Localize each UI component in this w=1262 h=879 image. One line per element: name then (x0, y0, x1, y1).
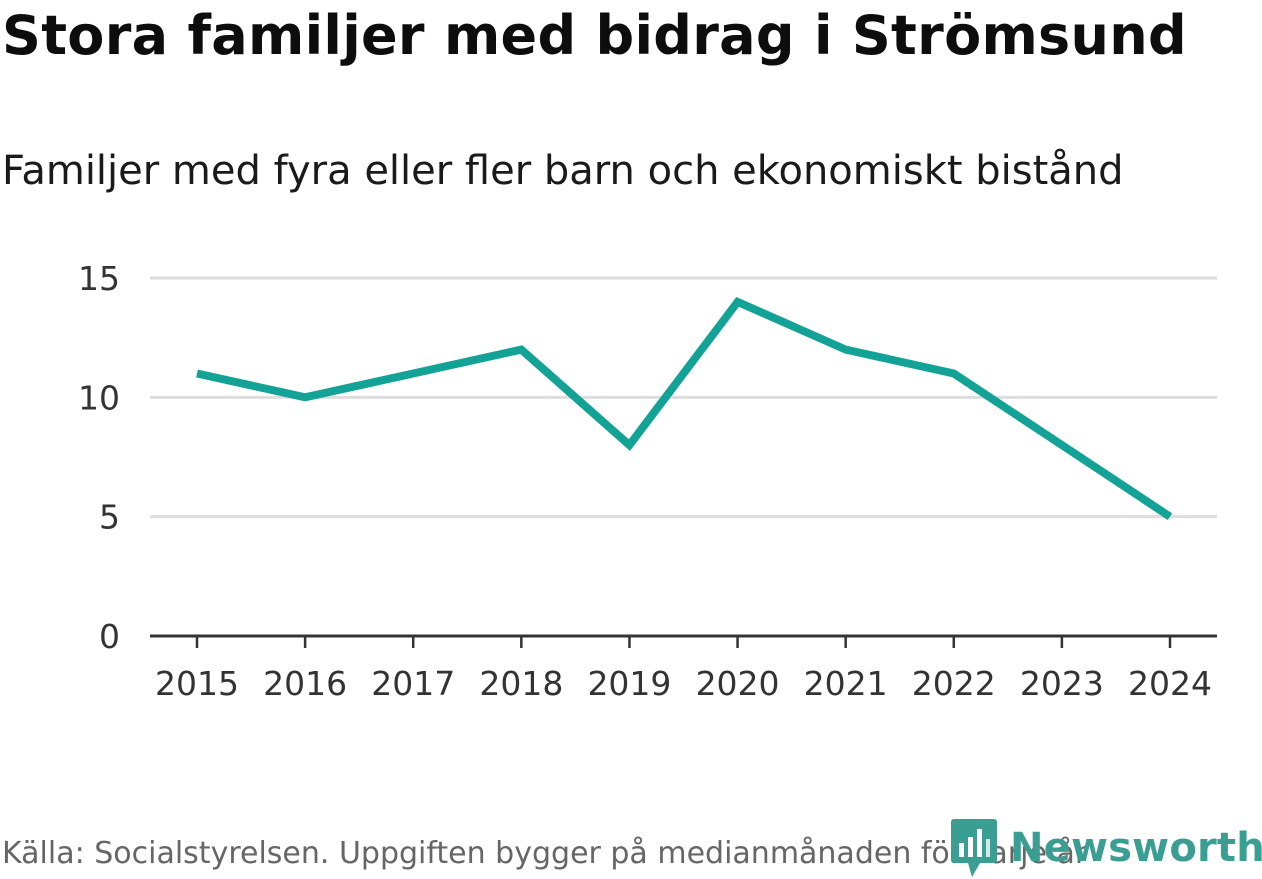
y-tick-label-0: 0 (99, 617, 120, 656)
x-tick-label-2024: 2024 (1128, 664, 1212, 703)
data-point-2016[interactable] (301, 393, 309, 401)
chart-title: Stora familjer med bidrag i Strömsund (2, 4, 1187, 67)
data-point-2015[interactable] (193, 369, 201, 377)
x-tick-label-2021: 2021 (804, 664, 888, 703)
data-point-2017[interactable] (409, 369, 417, 377)
y-tick-label-5: 5 (99, 498, 120, 537)
data-point-2022[interactable] (950, 369, 958, 377)
x-tick-label-2019: 2019 (587, 664, 671, 703)
x-axis-ticks: 2015 2016 2017 2018 2019 2020 2021 2022 2023 2024 (155, 636, 1212, 703)
x-tick-label-2016: 2016 (263, 664, 347, 703)
data-point-2021[interactable] (842, 346, 850, 354)
x-tick-label-2023: 2023 (1020, 664, 1104, 703)
x-tick-label-2017: 2017 (371, 664, 455, 703)
series (193, 296, 1174, 521)
source-note: Källa: Socialstyrelsen. Uppgiften bygger… (2, 836, 1088, 871)
data-point-2023[interactable] (1058, 441, 1066, 449)
data-point-2018[interactable] (517, 346, 525, 354)
data-point-2024[interactable] (1166, 513, 1174, 521)
bar-chart-speech-bubble-icon (951, 819, 997, 877)
gridlines (150, 276, 1217, 519)
y-axis-ticks: 0 5 10 15 (78, 259, 120, 656)
brand-name: Newsworthy (1010, 825, 1262, 871)
y-tick-label-15: 15 (78, 259, 120, 298)
x-tick-label-2020: 2020 (696, 664, 780, 703)
series-line-0 (196, 296, 1173, 521)
x-tick-label-2015: 2015 (155, 664, 239, 703)
y-tick-label-10: 10 (78, 378, 120, 417)
data-point-2020[interactable] (734, 298, 742, 306)
x-tick-label-2022: 2022 (912, 664, 996, 703)
data-point-2019[interactable] (625, 441, 633, 449)
chart-subtitle: Familjer med fyra eller fler barn och ek… (2, 148, 1124, 194)
newsworthy-logo[interactable]: Newsworthy (950, 818, 1262, 878)
x-tick-label-2018: 2018 (479, 664, 563, 703)
